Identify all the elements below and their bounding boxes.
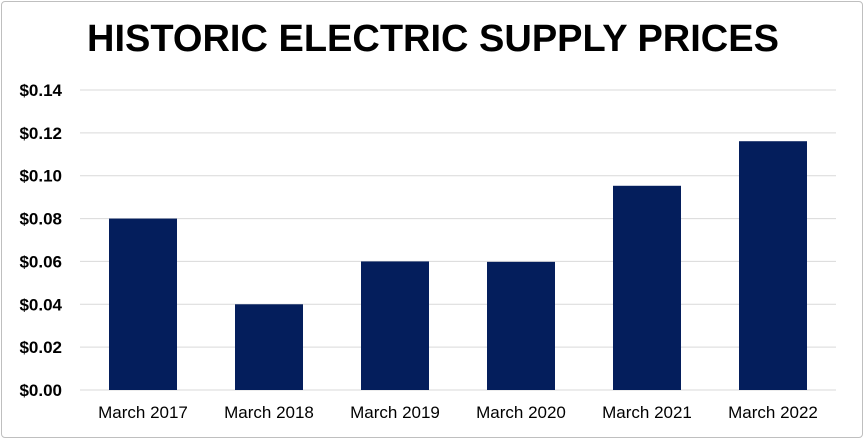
y-tick-label: $0.02 [19, 338, 62, 357]
x-tick-label: March 2021 [602, 403, 692, 422]
chart-title: HISTORIC ELECTRIC SUPPLY PRICES [87, 18, 779, 60]
x-tick-label: March 2022 [728, 403, 818, 422]
bar [361, 261, 429, 390]
y-tick-label: $0.10 [19, 167, 62, 186]
bar [613, 185, 681, 390]
y-tick-label: $0.00 [19, 381, 62, 400]
x-tick-label: March 2020 [476, 403, 566, 422]
bar [109, 218, 177, 390]
bar [235, 304, 303, 390]
bar [487, 261, 555, 390]
bar [739, 141, 807, 390]
x-tick-label: March 2017 [98, 403, 188, 422]
y-tick-label: $0.14 [19, 81, 62, 100]
y-tick-label: $0.06 [19, 252, 62, 271]
y-tick-label: $0.04 [19, 295, 62, 314]
x-tick-label: March 2018 [224, 403, 314, 422]
y-tick-label: $0.08 [19, 210, 62, 229]
y-tick-label: $0.12 [19, 124, 62, 143]
x-tick-label: March 2019 [350, 403, 440, 422]
